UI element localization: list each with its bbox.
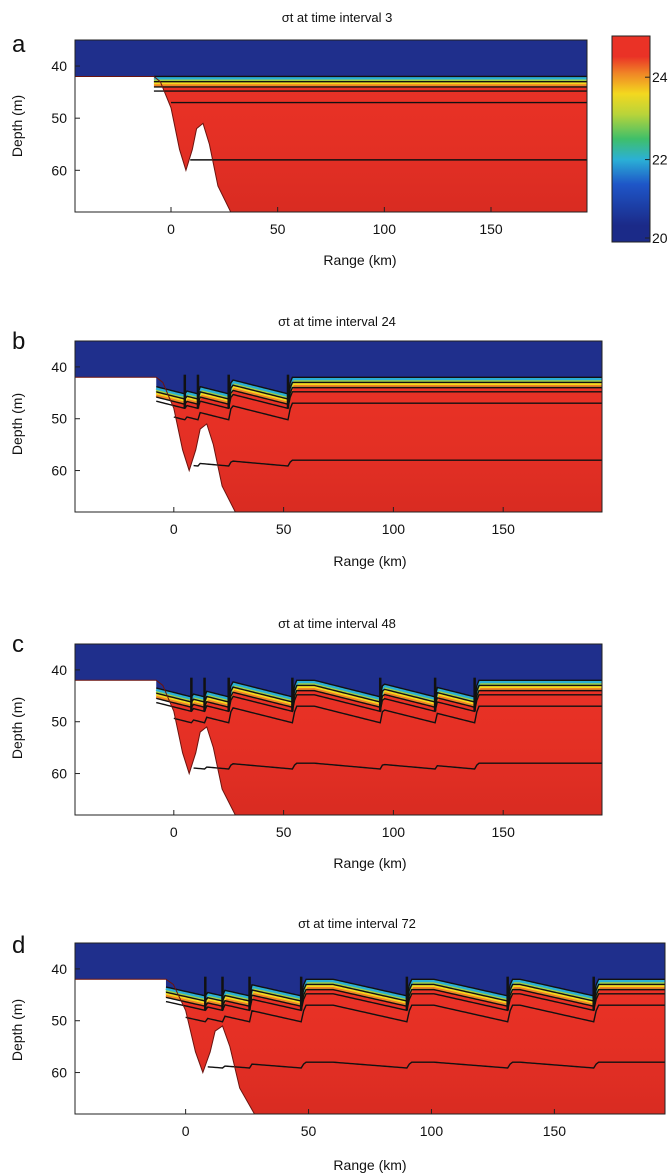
panel-letter-d: d [12,932,25,959]
contour-line-b [156,376,602,395]
panel-letter-b: b [12,328,25,355]
seafloor-b [75,376,602,512]
y-ticks-b: 40 50 60 [51,359,80,479]
seafloor-a [75,75,587,212]
surface-layer-a [75,40,587,77]
colorbar: 20 22 24 [611,35,668,246]
plot-frame-d [74,942,666,1115]
y-ticks-c: 40 50 60 [51,662,80,782]
y-tick-label: 60 [51,162,67,178]
x-tick-label: 50 [276,824,292,840]
contour-line-c [193,762,602,770]
x-tick-label: 100 [382,521,406,537]
contour-line-b [156,391,602,410]
y-tick-label: 60 [51,766,67,782]
x-tick-label: 150 [543,1123,567,1139]
y-ticks-a: 40 50 60 [51,58,80,178]
x-ticks-b: 0 50 100 150 [170,507,515,537]
panel-b: b σt at time interval 24 40 50 60 0 50 100 15… [9,314,603,569]
y-tick-label: 40 [51,359,67,375]
x-tick-label: 150 [492,521,516,537]
panel-title-b: σt at time interval 24 [278,314,396,329]
x-tick-label: 0 [182,1123,190,1139]
contour-line-d [207,1061,665,1069]
colorbar-tick-label: 20 [652,230,668,246]
x-tick-label: 150 [479,221,503,237]
y-tick-label: 50 [51,411,67,427]
plot-area-d [74,942,666,1115]
y-tick-label: 40 [51,961,67,977]
x-axis-label-c: Range (km) [333,855,406,871]
y-ticks-d: 40 50 60 [51,961,80,1081]
x-axis-label-b: Range (km) [333,553,406,569]
x-tick-label: 100 [420,1123,444,1139]
x-tick-label: 150 [492,824,516,840]
y-tick-label: 50 [51,714,67,730]
y-axis-label-b: Depth (m) [9,393,25,455]
y-tick-label: 50 [51,110,67,126]
x-ticks-d: 0 50 100 150 [182,1109,567,1139]
seafloor-c [75,679,602,815]
panel-d: d σt at time interval 72 40 50 60 0 50 100 15… [9,916,666,1173]
y-tick-label: 50 [51,1013,67,1029]
x-tick-label: 0 [170,824,178,840]
y-tick-label: 40 [51,662,67,678]
panel-letter-c: c [12,631,24,658]
contour-line-b [156,381,602,400]
x-ticks-a: 0 50 100 150 [167,207,503,237]
contour-line-b [193,459,602,467]
y-tick-label: 40 [51,58,67,74]
plot-frame-a [74,39,588,213]
plot-area-c [74,643,603,816]
seafloor-d [75,978,665,1114]
x-tick-label: 50 [276,521,292,537]
colorbar-tick-label: 24 [652,69,668,85]
x-tick-label: 50 [270,221,286,237]
panel-letter-a: a [12,31,26,58]
colorbar-ticks: 20 22 24 [645,69,668,246]
plot-frame-c [74,643,603,816]
x-tick-label: 100 [373,221,397,237]
plot-frame-b [74,340,603,513]
plot-area-b [74,340,603,513]
y-tick-label: 60 [51,1065,67,1081]
x-ticks-c: 0 50 100 150 [170,810,515,840]
contour-line-d [185,1004,665,1023]
panel-c: c σt at time interval 48 40 50 60 0 50 100 15… [9,616,603,871]
surface-layer-c [75,644,602,697]
panel-title-d: σt at time interval 72 [298,916,416,931]
panel-title-c: σt at time interval 48 [278,616,396,631]
panel-title-a: σt at time interval 3 [282,10,393,25]
panel-a: a σt at time interval 3 40 50 60 0 50 100 150… [9,10,588,268]
x-tick-label: 50 [301,1123,317,1139]
y-axis-label-c: Depth (m) [9,697,25,759]
x-axis-label-a: Range (km) [323,252,396,268]
y-axis-label-d: Depth (m) [9,999,25,1061]
x-tick-label: 0 [167,221,175,237]
contour-line-b [156,386,602,406]
colorbar-gradient [611,35,651,243]
x-tick-label: 100 [382,824,406,840]
y-tick-label: 60 [51,463,67,479]
y-axis-label-a: Depth (m) [9,95,25,157]
contour-line-b [173,402,602,421]
x-tick-label: 0 [170,521,178,537]
surface-layer-b [75,341,602,394]
contour-line-c [173,705,602,724]
x-axis-label-d: Range (km) [333,1157,406,1173]
colorbar-tick-label: 22 [652,152,668,168]
plot-area-a [74,39,588,213]
